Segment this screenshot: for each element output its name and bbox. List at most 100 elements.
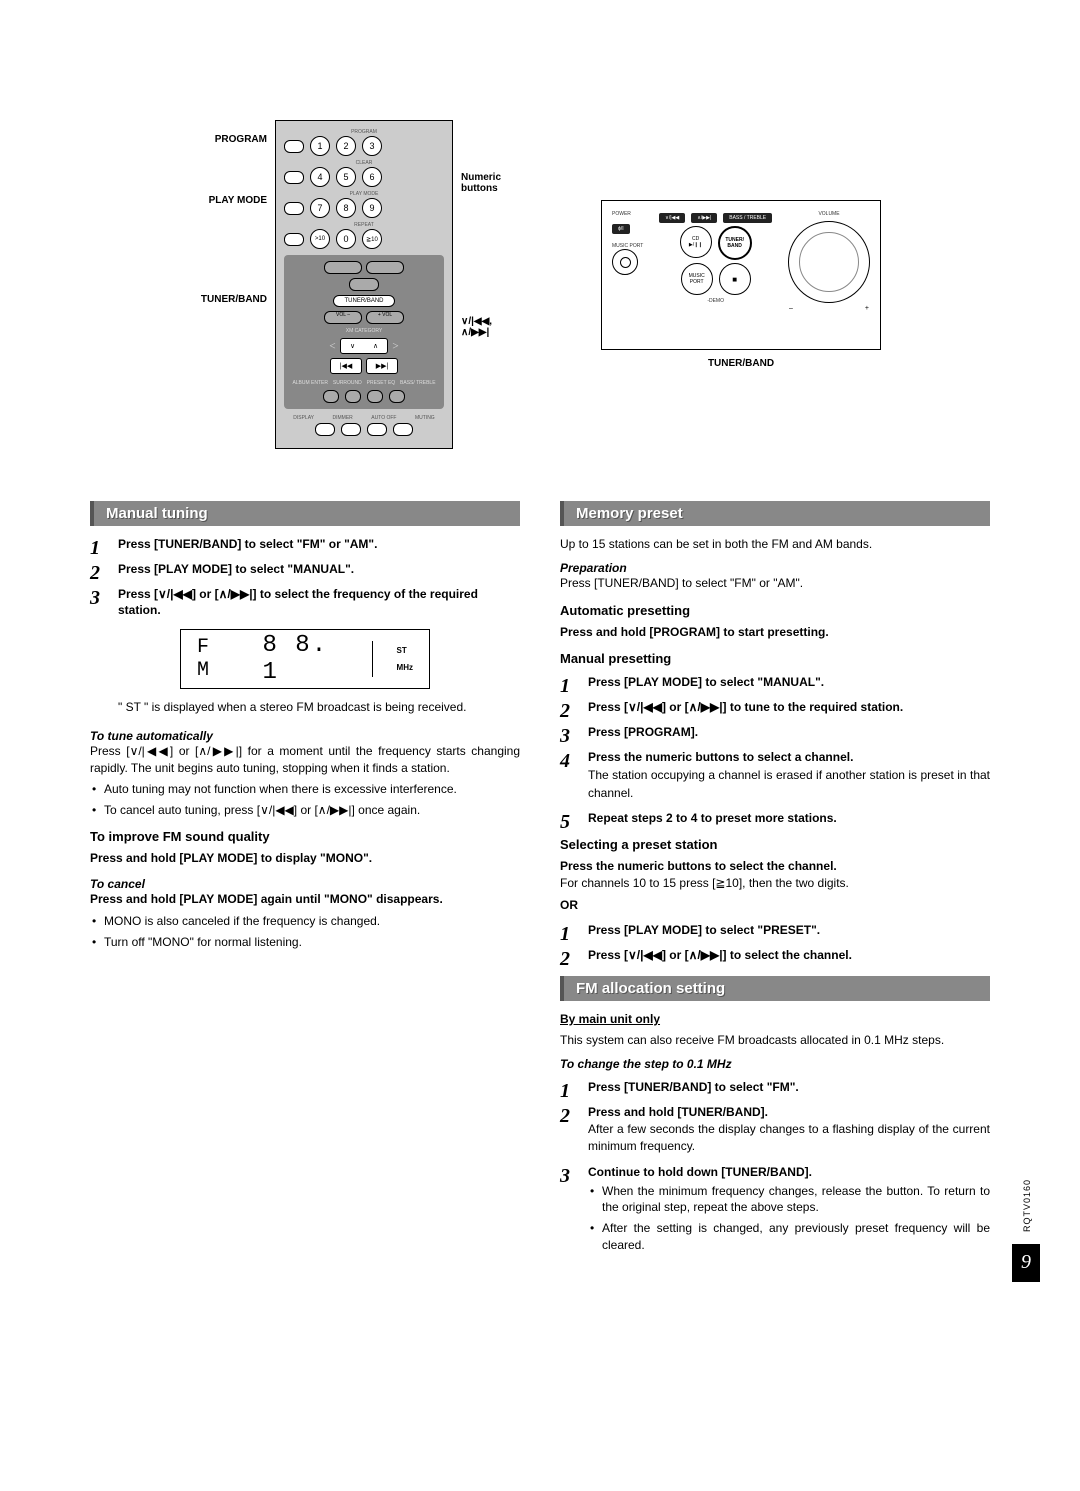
auto-head: Automatic presetting (560, 603, 990, 618)
fa-s1: Press [TUNER/BAND] to select "FM". (588, 1080, 799, 1094)
mp-s3: Press [PROGRAM]. (588, 725, 698, 739)
memory-preset-header: Memory preset (560, 501, 990, 526)
prev-box: |◀◀ (330, 358, 362, 374)
program-button (284, 140, 304, 153)
num-ge10: ≧10 (362, 229, 382, 249)
next-box: ▶▶| (366, 358, 398, 374)
br-b4 (389, 390, 405, 403)
mu-mport-jack (612, 249, 638, 275)
prep-head: Preparation (560, 561, 990, 575)
label-tunerband: TUNER/BAND (199, 294, 267, 305)
mu-vdown: ∨/|◀◀ (659, 213, 685, 223)
remote-diagram: PROGRAM PLAY MODE TUNER/BAND PROGRAM 1 2… (199, 120, 521, 449)
change-head: To change the step to 0.1 MHz (560, 1057, 990, 1071)
num-6: 6 (362, 167, 382, 187)
row-label-playmode: PLAY MODE (284, 191, 444, 197)
vol-minus: VOL – (324, 311, 362, 324)
manual-tuning-header: Manual tuning (90, 501, 520, 526)
b2-display: DISPLAY (293, 415, 314, 421)
or-text: OR (560, 897, 990, 914)
sp-s2: Press [∨/|◀◀] or [∧/▶▶|] to select the c… (588, 948, 852, 962)
num-4: 4 (310, 167, 330, 187)
xm-category-label: XM CATEGORY (346, 328, 383, 334)
br-bass: BASS/ TREBLE (400, 380, 435, 386)
mp-s1: Press [PLAY MODE] to select "MANUAL". (588, 675, 824, 689)
fa-s2b: After a few seconds the display changes … (588, 1121, 990, 1156)
b2-muting: MUTING (415, 415, 435, 421)
main-only: By main unit only (560, 1011, 990, 1028)
mu-demo: -DEMO (707, 298, 724, 304)
mu-power-label: POWER (612, 211, 643, 217)
b2-autooff: AUTO OFF (371, 415, 396, 421)
playmode-button (284, 202, 304, 215)
mp-s5: Repeat steps 2 to 4 to preset more stati… (588, 811, 837, 825)
br-preset: PRESET EQ (367, 380, 396, 386)
cancel-b1: MONO is also canceled if the frequency i… (90, 913, 520, 930)
improve-line: Press and hold [PLAY MODE] to display "M… (90, 850, 520, 867)
br-b2 (345, 390, 361, 403)
mid-btn-2 (366, 261, 404, 274)
b2-b2 (341, 423, 361, 436)
mu-mport-label: MUSIC PORT (612, 243, 643, 249)
tune-auto-b2: To cancel auto tuning, press [∨/|◀◀] or … (90, 802, 520, 819)
label-numeric1: Numeric (461, 172, 521, 183)
prep-body: Press [TUNER/BAND] to select "FM" or "AM… (560, 575, 990, 592)
br-album: ALBUM ENTER (292, 380, 328, 386)
num-0: 0 (336, 229, 356, 249)
select-head: Selecting a preset station (560, 837, 990, 852)
fm-alloc-header: FM allocation setting (560, 976, 990, 1001)
manual-preset-head: Manual presetting (560, 651, 990, 666)
display-st: ST (397, 646, 413, 655)
label-playmode: PLAY MODE (199, 195, 267, 206)
num-8: 8 (336, 198, 356, 218)
label-numeric2: buttons (461, 183, 521, 194)
fa-s3a: Continue to hold down [TUNER/BAND]. (588, 1165, 812, 1179)
select-l1: Press the numeric buttons to select the … (560, 858, 990, 875)
num-5: 5 (336, 167, 356, 187)
display-fm: F M (197, 636, 239, 682)
mu-musicport-btn: MUSIC PORT (681, 263, 713, 295)
num-7: 7 (310, 198, 330, 218)
num-1: 1 (310, 136, 330, 156)
num-3: 3 (362, 136, 382, 156)
fm-body: This system can also receive FM broadcas… (560, 1032, 990, 1049)
cancel-head: To cancel (90, 877, 520, 891)
clear-button (284, 171, 304, 184)
b2-dimmer: DIMMER (333, 415, 353, 421)
tune-auto-head: To tune automatically (90, 729, 520, 743)
display-box: F M 8 8. 1 ST MHz (180, 629, 430, 689)
improve-head: To improve FM sound quality (90, 829, 520, 844)
b2-b3 (367, 423, 387, 436)
mu-cd: CD ▶/❙❙ (680, 226, 712, 258)
b2-b4 (393, 423, 413, 436)
mu-vup: ∧/▶▶| (691, 213, 717, 223)
cancel-line: Press and hold [PLAY MODE] again until "… (90, 891, 520, 908)
display-mhz: MHz (397, 663, 413, 672)
mt-step1: Press [TUNER/BAND] to select "FM" or "AM… (118, 537, 377, 551)
br-b3 (367, 390, 383, 403)
br-surround: SURROUND (333, 380, 362, 386)
page-number: 9 (1012, 1244, 1040, 1282)
side-code: RQTV0160 (1022, 1179, 1032, 1232)
num-2: 2 (336, 136, 356, 156)
mid-btn-1 (324, 261, 362, 274)
mu-tunerband: TUNER/ BAND (718, 226, 752, 260)
cancel-b2: Turn off "MONO" for normal listening. (90, 934, 520, 951)
num-9: 9 (362, 198, 382, 218)
row-label-clear: CLEAR (284, 160, 444, 166)
mp-s4a: Press the numeric buttons to select a ch… (588, 750, 853, 764)
mainunit-diagram: POWER ϕ/I MUSIC PORT ∨/|◀◀ ∧/▶▶| BASS / … (601, 200, 881, 350)
skip-box: ∨∧ (340, 338, 388, 354)
label-skip: ∨/|◀◀, ∧/▶▶| (461, 316, 521, 338)
fa-s3b2: After the setting is changed, any previo… (588, 1220, 990, 1254)
mu-basstreble: BASS / TREBLE (723, 213, 772, 223)
display-freq: 8 8. 1 (263, 632, 348, 686)
num-gt10: >10 (310, 229, 330, 249)
repeat-button (284, 233, 304, 246)
mainunit-caption: TUNER/BAND (708, 358, 774, 369)
mp-s2: Press [∨/|◀◀] or [∧/▶▶|] to tune to the … (588, 700, 903, 714)
mp-s4b: The station occupying a channel is erase… (588, 767, 990, 802)
sp-s1: Press [PLAY MODE] to select "PRESET". (588, 923, 820, 937)
row-label-program: PROGRAM (284, 129, 444, 135)
fa-s3b1: When the minimum frequency changes, rele… (588, 1183, 990, 1217)
